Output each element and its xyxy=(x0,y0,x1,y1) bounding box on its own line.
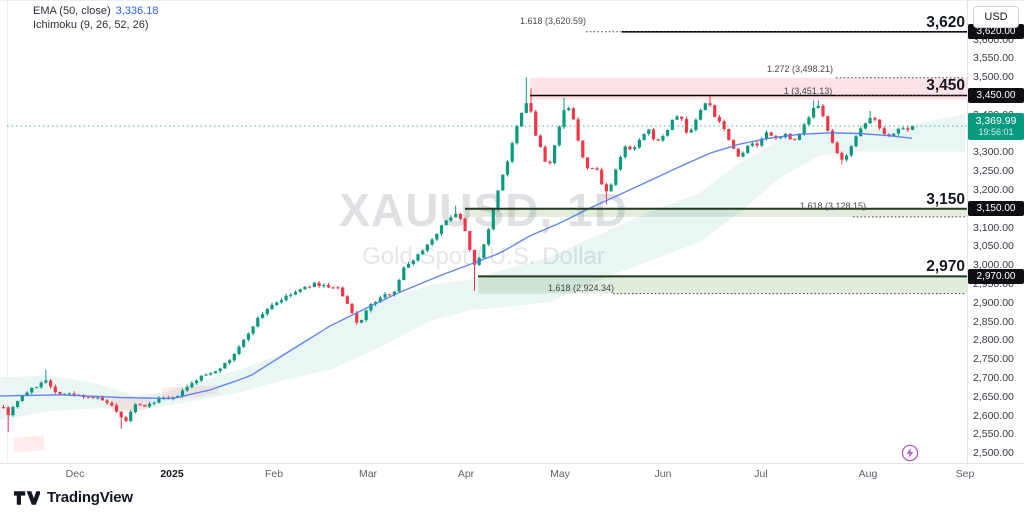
ichimoku-legend-row[interactable]: Ichimoku (9, 26, 52, 26) xyxy=(33,18,158,32)
ema-legend-label: EMA (50, close) xyxy=(33,5,111,17)
time-tick-Sep: Sep xyxy=(955,468,975,480)
price-tick: 3,550.00 xyxy=(973,52,1014,64)
price-tick: 2,850.00 xyxy=(973,316,1014,328)
key-level-label: 3,450 xyxy=(926,77,965,94)
price-tick: 2,750.00 xyxy=(973,353,1014,365)
time-tick-Dec: Dec xyxy=(65,468,85,480)
level-price-tag: 3,150.00 xyxy=(968,201,1024,216)
indicator-legend[interactable]: EMA (50, close) 3,336.18 Ichimoku (9, 26,… xyxy=(33,4,158,32)
flash-boost-icon[interactable] xyxy=(901,444,919,462)
price-tick: 3,200.00 xyxy=(973,184,1014,196)
price-zone[interactable] xyxy=(478,276,967,294)
price-tick: 2,600.00 xyxy=(973,410,1014,422)
level-price-tag: 2,970.00 xyxy=(968,269,1024,284)
key-level-label: 3,620 xyxy=(926,14,965,31)
fib-extension-label: 1.272 (3,498.21) xyxy=(766,64,834,74)
candles xyxy=(1,77,915,433)
fib-extension-label: 1.618 (2,924.34) xyxy=(547,283,615,293)
ichimoku-cloud-red xyxy=(162,385,218,399)
price-tick: 3,050.00 xyxy=(973,240,1014,252)
currency-toggle-button[interactable]: USD xyxy=(973,6,1019,28)
fib-extension-label: 1 (3,451.13) xyxy=(783,86,833,96)
price-tick: 2,700.00 xyxy=(973,372,1014,384)
time-tick-2025: 2025 xyxy=(160,468,184,480)
price-tick: 2,500.00 xyxy=(973,447,1014,459)
time-tick-Aug: Aug xyxy=(858,468,878,480)
fib-extension-label: 1.618 (3,128.15) xyxy=(799,201,867,211)
current-price-tag: 3,369.99 19:56:01 xyxy=(968,113,1024,140)
price-tick: 3,000.00 xyxy=(973,259,1014,271)
ichimoku-cloud-red xyxy=(112,396,152,414)
price-zone[interactable] xyxy=(530,77,967,100)
price-tick: 2,900.00 xyxy=(973,297,1014,309)
price-tick: 3,500.00 xyxy=(973,71,1014,83)
time-tick-Jul: Jul xyxy=(754,468,768,480)
key-level-label: 3,150 xyxy=(926,191,965,208)
time-tick-Apr: Apr xyxy=(457,468,475,480)
price-tick: 3,250.00 xyxy=(973,165,1014,177)
tradingview-brand-text: TradingView xyxy=(47,489,133,506)
bar-countdown: 19:56:01 xyxy=(978,127,1014,137)
fib-extension-label: 1.618 (3,620.59) xyxy=(519,16,587,26)
chart-pane[interactable]: XAUUSD, 1D Gold Spot / U.S. Dollar EMA (… xyxy=(0,1,967,463)
ema-legend-value: 3,336.18 xyxy=(115,5,159,17)
key-level-label: 2,970 xyxy=(926,258,965,275)
time-tick-May: May xyxy=(550,468,570,480)
ema-50-line[interactable] xyxy=(0,132,913,400)
price-tick: 2,800.00 xyxy=(973,334,1014,346)
current-price-value: 3,369.99 xyxy=(975,115,1017,127)
price-tick: 3,100.00 xyxy=(973,222,1014,234)
ichimoku-legend-label: Ichimoku (9, 26, 52, 26) xyxy=(33,19,149,31)
ichimoku-cloud xyxy=(0,114,965,420)
price-axis[interactable]: USD 3,600.003,550.003,500.003,400.003,30… xyxy=(967,1,1024,463)
price-zone[interactable] xyxy=(465,208,967,217)
price-tick: 2,650.00 xyxy=(973,391,1014,403)
time-tick-Mar: Mar xyxy=(358,468,378,480)
time-tick-Feb: Feb xyxy=(264,468,284,480)
ichimoku-cloud-red xyxy=(14,435,44,453)
footer-bar: TradingView xyxy=(0,482,1024,516)
price-tick: 2,550.00 xyxy=(973,428,1014,440)
tradingview-brand[interactable]: TradingView xyxy=(13,489,133,506)
candlestick-chart[interactable] xyxy=(0,1,967,463)
level-price-tag: 3,450.00 xyxy=(968,88,1024,103)
time-axis[interactable]: Dec 2025 Feb Mar Apr May Jun Jul Aug Sep xyxy=(0,463,1024,483)
price-tick: 3,300.00 xyxy=(973,146,1014,158)
tradingview-logo-icon xyxy=(13,490,40,505)
ema-legend-row[interactable]: EMA (50, close) 3,336.18 xyxy=(33,4,158,18)
time-tick-Jun: Jun xyxy=(654,468,672,480)
